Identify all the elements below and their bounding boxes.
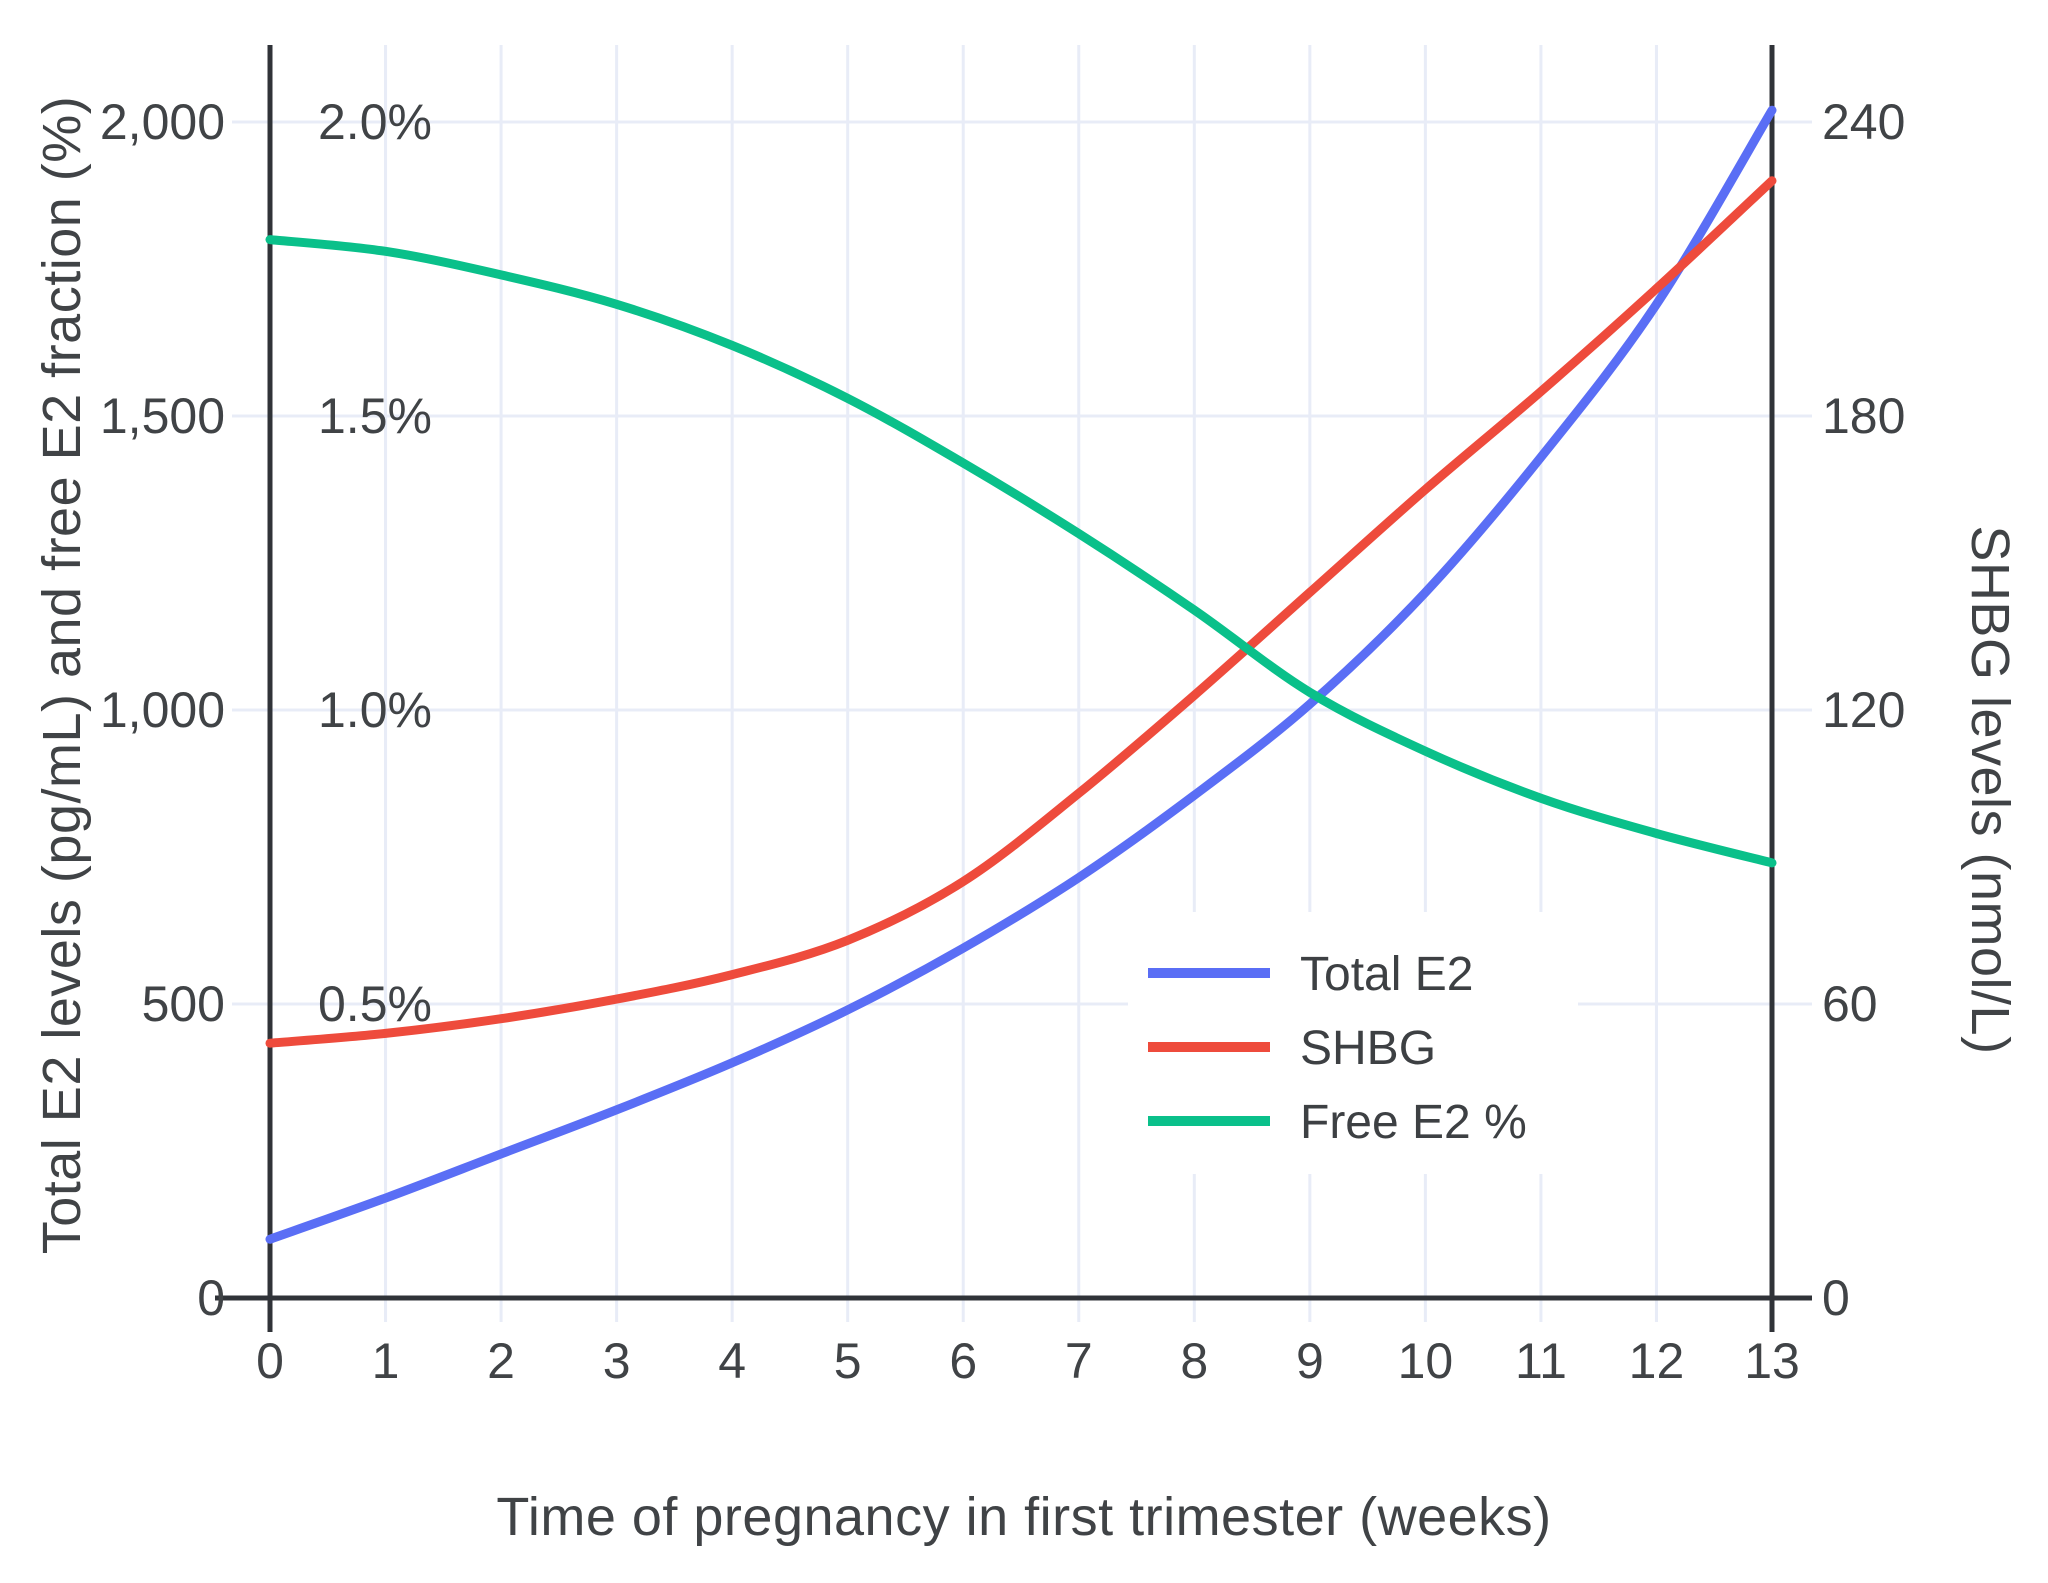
x-tick-label: 12 [1629,1333,1685,1389]
x-tick-label: 4 [718,1333,746,1389]
y-left-tick-label: 500 [142,976,225,1032]
y-left-tick-label: 1,000 [100,682,225,738]
legend-label-2: SHBG [1300,1022,1436,1075]
percent-inline-label: 0.5% [318,976,432,1032]
x-tick-label: 8 [1180,1333,1208,1389]
x-axis-title: Time of pregnancy in first trimester (we… [496,1487,1552,1547]
y-left-tick-label: 1,500 [100,388,225,444]
y-right-tick-label: 180 [1822,388,1905,444]
x-tick-label: 6 [949,1333,977,1389]
series-line-free-e2- [265,235,1777,868]
legend-label-3: Free E2 % [1300,1096,1527,1149]
y-axis-title-right: SHBG levels (nmol/L) [1960,525,2020,1055]
x-tick-label: 0 [256,1333,284,1389]
y-right-tick-label: 60 [1822,976,1878,1032]
percent-inline-label: 2.0% [318,94,432,150]
x-tick-label: 10 [1398,1333,1454,1389]
x-tick-label: 1 [372,1333,400,1389]
percent-inline-label: 1.5% [318,388,432,444]
x-tick-label: 7 [1065,1333,1093,1389]
series-line-total-e2 [265,105,1777,1244]
legend-label-1: Total E2 [1300,948,1473,1001]
x-tick-label: 3 [603,1333,631,1389]
x-tick-label: 9 [1296,1333,1324,1389]
y-right-tick-label: 0 [1822,1270,1850,1326]
y-right-tick-label: 120 [1822,682,1905,738]
y-axis-title-left: Total E2 levels (pg/mL) and free E2 frac… [32,95,92,1255]
series-line-shbg [265,176,1777,1048]
x-tick-label: 11 [1515,1333,1567,1389]
y-left-tick-label: 2,000 [100,94,225,150]
x-tick-label: 2 [487,1333,515,1389]
x-tick-label: 5 [834,1333,862,1389]
y-right-tick-label: 240 [1822,94,1905,150]
y-left-tick-label: 0 [197,1270,225,1326]
percent-inline-label: 1.0% [318,682,432,738]
x-tick-label: 13 [1744,1333,1800,1389]
